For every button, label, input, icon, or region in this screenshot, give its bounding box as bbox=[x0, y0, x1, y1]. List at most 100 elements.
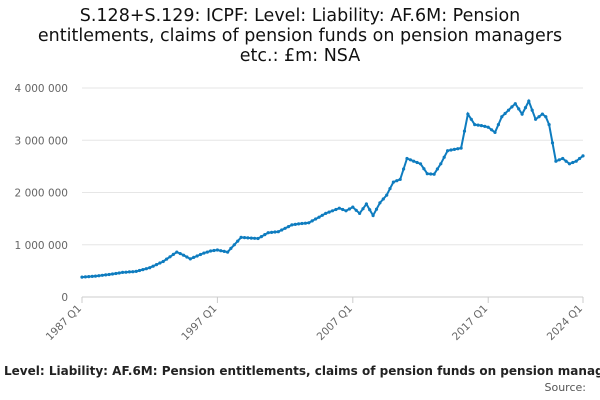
data-point[interactable] bbox=[222, 249, 226, 253]
data-point[interactable] bbox=[276, 230, 280, 234]
data-point[interactable] bbox=[523, 106, 528, 110]
data-point[interactable] bbox=[442, 155, 446, 159]
data-point[interactable] bbox=[425, 172, 429, 176]
data-point[interactable] bbox=[358, 211, 362, 215]
data-point[interactable] bbox=[405, 156, 409, 161]
data-point[interactable] bbox=[273, 230, 277, 234]
data-point[interactable] bbox=[534, 117, 538, 121]
data-point[interactable] bbox=[317, 215, 321, 219]
data-point[interactable] bbox=[581, 154, 585, 158]
data-point[interactable] bbox=[564, 159, 568, 163]
data-point[interactable] bbox=[574, 159, 578, 163]
data-point[interactable] bbox=[195, 254, 199, 258]
data-point[interactable] bbox=[493, 130, 497, 134]
data-point[interactable] bbox=[310, 219, 314, 223]
data-point[interactable] bbox=[185, 255, 189, 259]
data-point[interactable] bbox=[246, 236, 250, 240]
data-point[interactable] bbox=[351, 205, 355, 209]
data-point[interactable] bbox=[337, 206, 341, 210]
data-point[interactable] bbox=[439, 162, 443, 166]
data-point[interactable] bbox=[144, 267, 148, 271]
data-point[interactable] bbox=[344, 209, 348, 213]
data-point[interactable] bbox=[93, 274, 98, 278]
data-point[interactable] bbox=[175, 250, 179, 254]
data-point[interactable] bbox=[327, 210, 331, 214]
data-point[interactable] bbox=[567, 162, 572, 166]
data-point[interactable] bbox=[544, 115, 548, 119]
data-point[interactable] bbox=[148, 266, 152, 270]
data-point[interactable] bbox=[182, 253, 186, 257]
data-point[interactable] bbox=[104, 273, 108, 277]
data-point[interactable] bbox=[517, 107, 521, 111]
data-point[interactable] bbox=[232, 243, 236, 247]
data-point[interactable] bbox=[550, 141, 555, 145]
data-point[interactable] bbox=[198, 252, 203, 257]
data-point[interactable] bbox=[462, 129, 467, 133]
data-point[interactable] bbox=[459, 146, 463, 150]
data-point[interactable] bbox=[476, 123, 480, 127]
data-point[interactable] bbox=[266, 231, 270, 235]
data-point[interactable] bbox=[418, 162, 423, 166]
data-point[interactable] bbox=[110, 272, 115, 276]
data-point[interactable] bbox=[368, 208, 372, 212]
data-point[interactable] bbox=[249, 236, 253, 240]
data-point[interactable] bbox=[385, 193, 389, 197]
data-point[interactable] bbox=[381, 197, 385, 201]
data-point[interactable] bbox=[97, 274, 101, 278]
data-point[interactable] bbox=[486, 125, 490, 129]
data-point[interactable] bbox=[506, 108, 511, 112]
data-point[interactable] bbox=[314, 217, 318, 221]
data-point[interactable] bbox=[530, 108, 534, 112]
data-point[interactable] bbox=[473, 123, 477, 127]
data-point[interactable] bbox=[263, 233, 267, 237]
data-point[interactable] bbox=[320, 213, 324, 217]
data-point[interactable] bbox=[256, 236, 260, 241]
data-point[interactable] bbox=[571, 160, 575, 165]
data-point[interactable] bbox=[446, 149, 450, 153]
data-point[interactable] bbox=[209, 249, 213, 253]
data-point[interactable] bbox=[422, 167, 426, 171]
data-point[interactable] bbox=[171, 252, 175, 256]
data-point[interactable] bbox=[341, 207, 345, 212]
data-point[interactable] bbox=[479, 124, 483, 128]
data-point[interactable] bbox=[469, 117, 473, 121]
data-point[interactable] bbox=[452, 147, 456, 151]
data-point[interactable] bbox=[270, 230, 274, 234]
data-point[interactable] bbox=[80, 275, 84, 279]
data-point[interactable] bbox=[527, 99, 531, 103]
data-point[interactable] bbox=[236, 239, 240, 243]
data-point[interactable] bbox=[412, 159, 416, 163]
data-point[interactable] bbox=[283, 226, 287, 230]
data-point[interactable] bbox=[496, 123, 500, 127]
data-point[interactable] bbox=[192, 255, 196, 259]
data-point[interactable] bbox=[371, 213, 375, 218]
data-point[interactable] bbox=[557, 158, 561, 162]
data-point[interactable] bbox=[520, 112, 524, 116]
data-point[interactable] bbox=[435, 167, 439, 171]
data-point[interactable] bbox=[303, 221, 307, 225]
data-point[interactable] bbox=[121, 270, 125, 274]
data-point[interactable] bbox=[374, 207, 379, 211]
data-point[interactable] bbox=[286, 225, 291, 229]
data-point[interactable] bbox=[540, 112, 545, 116]
data-point[interactable] bbox=[510, 105, 514, 109]
data-point[interactable] bbox=[347, 207, 351, 211]
data-point[interactable] bbox=[151, 264, 155, 268]
data-point[interactable] bbox=[107, 272, 111, 277]
data-point[interactable] bbox=[188, 257, 192, 261]
data-point[interactable] bbox=[226, 250, 230, 254]
data-point[interactable] bbox=[165, 257, 169, 261]
data-point[interactable] bbox=[324, 211, 328, 215]
data-point[interactable] bbox=[212, 248, 216, 253]
data-point[interactable] bbox=[114, 271, 118, 276]
data-point[interactable] bbox=[161, 259, 165, 264]
data-point[interactable] bbox=[398, 177, 402, 181]
data-point[interactable] bbox=[361, 207, 365, 211]
data-point[interactable] bbox=[202, 251, 206, 255]
data-point[interactable] bbox=[137, 268, 142, 273]
data-point[interactable] bbox=[483, 124, 487, 128]
data-point[interactable] bbox=[290, 223, 294, 227]
data-point[interactable] bbox=[354, 208, 358, 212]
data-point[interactable] bbox=[429, 172, 433, 176]
data-point[interactable] bbox=[456, 147, 460, 151]
